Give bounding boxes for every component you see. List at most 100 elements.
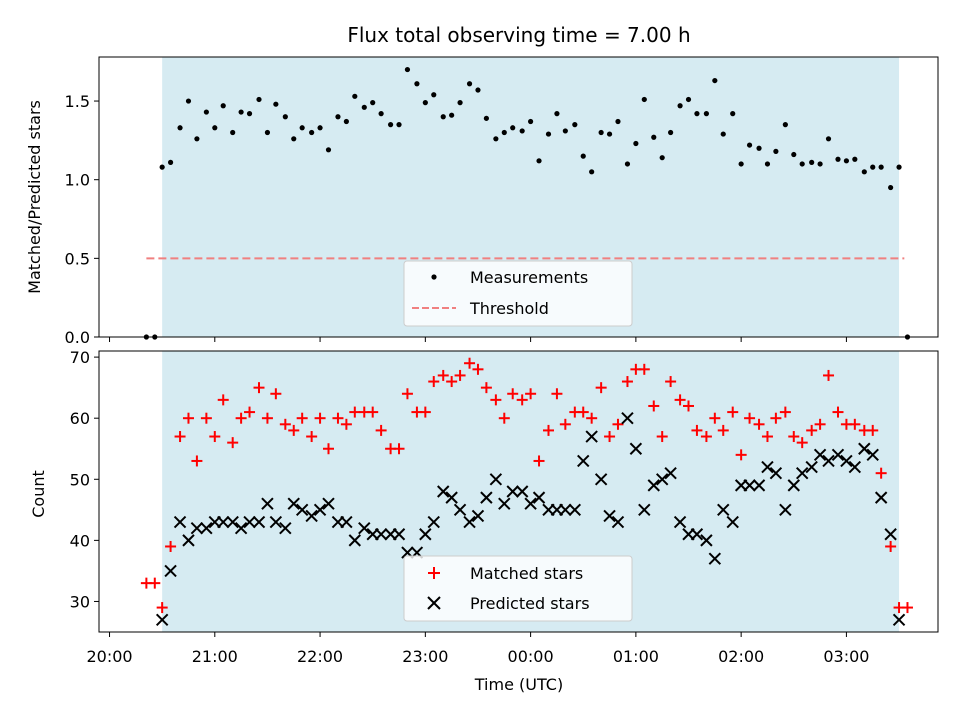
matched-star-point bbox=[200, 412, 212, 424]
measurement-point bbox=[378, 111, 384, 117]
ratio-legend-box bbox=[403, 260, 633, 327]
matched-star-point bbox=[788, 431, 800, 443]
measurement-point bbox=[756, 145, 762, 151]
measurement-point bbox=[220, 103, 226, 109]
matched-star-point bbox=[227, 437, 239, 449]
matched-star-point bbox=[901, 602, 913, 614]
measurement-point bbox=[177, 125, 183, 131]
measurement-point bbox=[668, 129, 674, 136]
measurement-point bbox=[712, 77, 718, 84]
matched-star-point bbox=[507, 388, 519, 400]
measurement-point bbox=[510, 125, 516, 131]
predicted-star-point bbox=[840, 454, 853, 468]
matched-star-point bbox=[665, 376, 677, 388]
matched-star-point bbox=[182, 412, 194, 424]
matched-star-point bbox=[823, 369, 835, 381]
predicted-star-point bbox=[603, 509, 616, 523]
measurement-point bbox=[730, 111, 736, 117]
predicted-star-point bbox=[243, 515, 256, 529]
measurement-point bbox=[633, 140, 639, 147]
matched-star-point bbox=[796, 437, 808, 449]
predicted-star-point bbox=[269, 515, 283, 529]
ratio-y-tick-label: 1.0 bbox=[65, 171, 90, 190]
measurement-point bbox=[685, 96, 692, 103]
predicted-star-point bbox=[743, 479, 756, 492]
matched-star-point bbox=[832, 406, 844, 418]
x-axis-label: Time (UTC) bbox=[474, 675, 563, 694]
matched-star-point bbox=[446, 376, 458, 388]
matched-star-point bbox=[490, 394, 502, 406]
predicted-star-point bbox=[673, 515, 687, 529]
measurement-point bbox=[694, 111, 700, 117]
measurement-point bbox=[870, 164, 876, 170]
measurement-point bbox=[440, 114, 446, 120]
predicted-star-point bbox=[717, 503, 730, 517]
count-legend-box bbox=[403, 555, 633, 622]
x-tick-label: 22:00 bbox=[297, 647, 343, 666]
predicted-star-point bbox=[515, 485, 529, 498]
measurement-point bbox=[203, 109, 209, 115]
measurement-point bbox=[852, 156, 858, 162]
predicted-star-point bbox=[234, 521, 248, 535]
ratio-y-tick-label: 0.5 bbox=[65, 249, 90, 268]
matched-star-point bbox=[559, 418, 571, 430]
measurement-point bbox=[659, 155, 665, 161]
predicted-star-point bbox=[340, 515, 353, 529]
matched-star-point bbox=[165, 540, 177, 552]
predicted-star-point bbox=[305, 509, 318, 523]
predicted-star-point bbox=[690, 528, 704, 541]
predicted-star-point bbox=[822, 454, 835, 468]
measurement-point bbox=[677, 103, 683, 109]
matched-star-point bbox=[814, 418, 826, 430]
matched-star-point bbox=[849, 418, 861, 430]
predicted-star-point bbox=[348, 534, 362, 547]
predicted-star-point bbox=[287, 497, 300, 510]
measurement-point bbox=[352, 93, 358, 99]
measurement-point bbox=[449, 112, 455, 118]
measurement-point bbox=[519, 128, 525, 134]
measurement-point bbox=[282, 114, 288, 120]
matched-star-point bbox=[209, 431, 221, 443]
matched-star-point bbox=[332, 412, 344, 424]
matched-star-point bbox=[428, 376, 440, 388]
measurement-point bbox=[212, 125, 218, 131]
predicted-star-point bbox=[568, 503, 582, 517]
predicted-star-point bbox=[559, 503, 572, 517]
measurement-point bbox=[651, 134, 657, 140]
ratio-panel: 0.0 0.5 1.0 1.5 Matched/Predicted stars Mea… bbox=[25, 56, 939, 347]
matched-star-point bbox=[735, 449, 747, 461]
x-tick-label: 21:00 bbox=[192, 647, 238, 666]
matched-star-point bbox=[516, 394, 528, 406]
predicted-star-point bbox=[313, 503, 327, 517]
matched-star-point bbox=[401, 388, 413, 400]
x-tick-label: 02:00 bbox=[718, 647, 764, 666]
x-tick-label: 20:00 bbox=[86, 647, 132, 666]
predicted-star-point bbox=[217, 515, 230, 529]
legend-label-measurements: Measurements bbox=[470, 268, 588, 287]
measurement-point bbox=[746, 142, 753, 148]
matched-star-point bbox=[149, 577, 161, 589]
predicted-star-point bbox=[611, 515, 625, 529]
matched-star-point bbox=[709, 412, 721, 424]
measurement-point bbox=[264, 129, 271, 136]
predicted-star-point bbox=[295, 503, 309, 517]
measurement-point bbox=[896, 164, 902, 170]
measurement-point bbox=[167, 159, 174, 165]
matched-star-point bbox=[586, 412, 598, 424]
matched-star-point bbox=[691, 424, 703, 436]
predicted-star-point bbox=[489, 473, 503, 486]
predicted-star-point bbox=[874, 491, 888, 504]
measurement-point bbox=[230, 129, 236, 136]
matched-star-point bbox=[340, 418, 352, 430]
predicted-star-point bbox=[726, 515, 739, 529]
ratio-y-tick-label: 0.0 bbox=[65, 328, 90, 347]
predicted-star-point bbox=[392, 528, 406, 541]
predicted-star-point bbox=[664, 466, 677, 480]
matched-star-point bbox=[454, 369, 466, 381]
matched-star-point bbox=[498, 412, 510, 424]
matched-star-point bbox=[279, 418, 291, 430]
matched-star-point bbox=[244, 406, 256, 418]
measurement-point bbox=[738, 161, 744, 167]
matched-star-point bbox=[595, 382, 607, 394]
predicted-star-point bbox=[173, 515, 187, 529]
